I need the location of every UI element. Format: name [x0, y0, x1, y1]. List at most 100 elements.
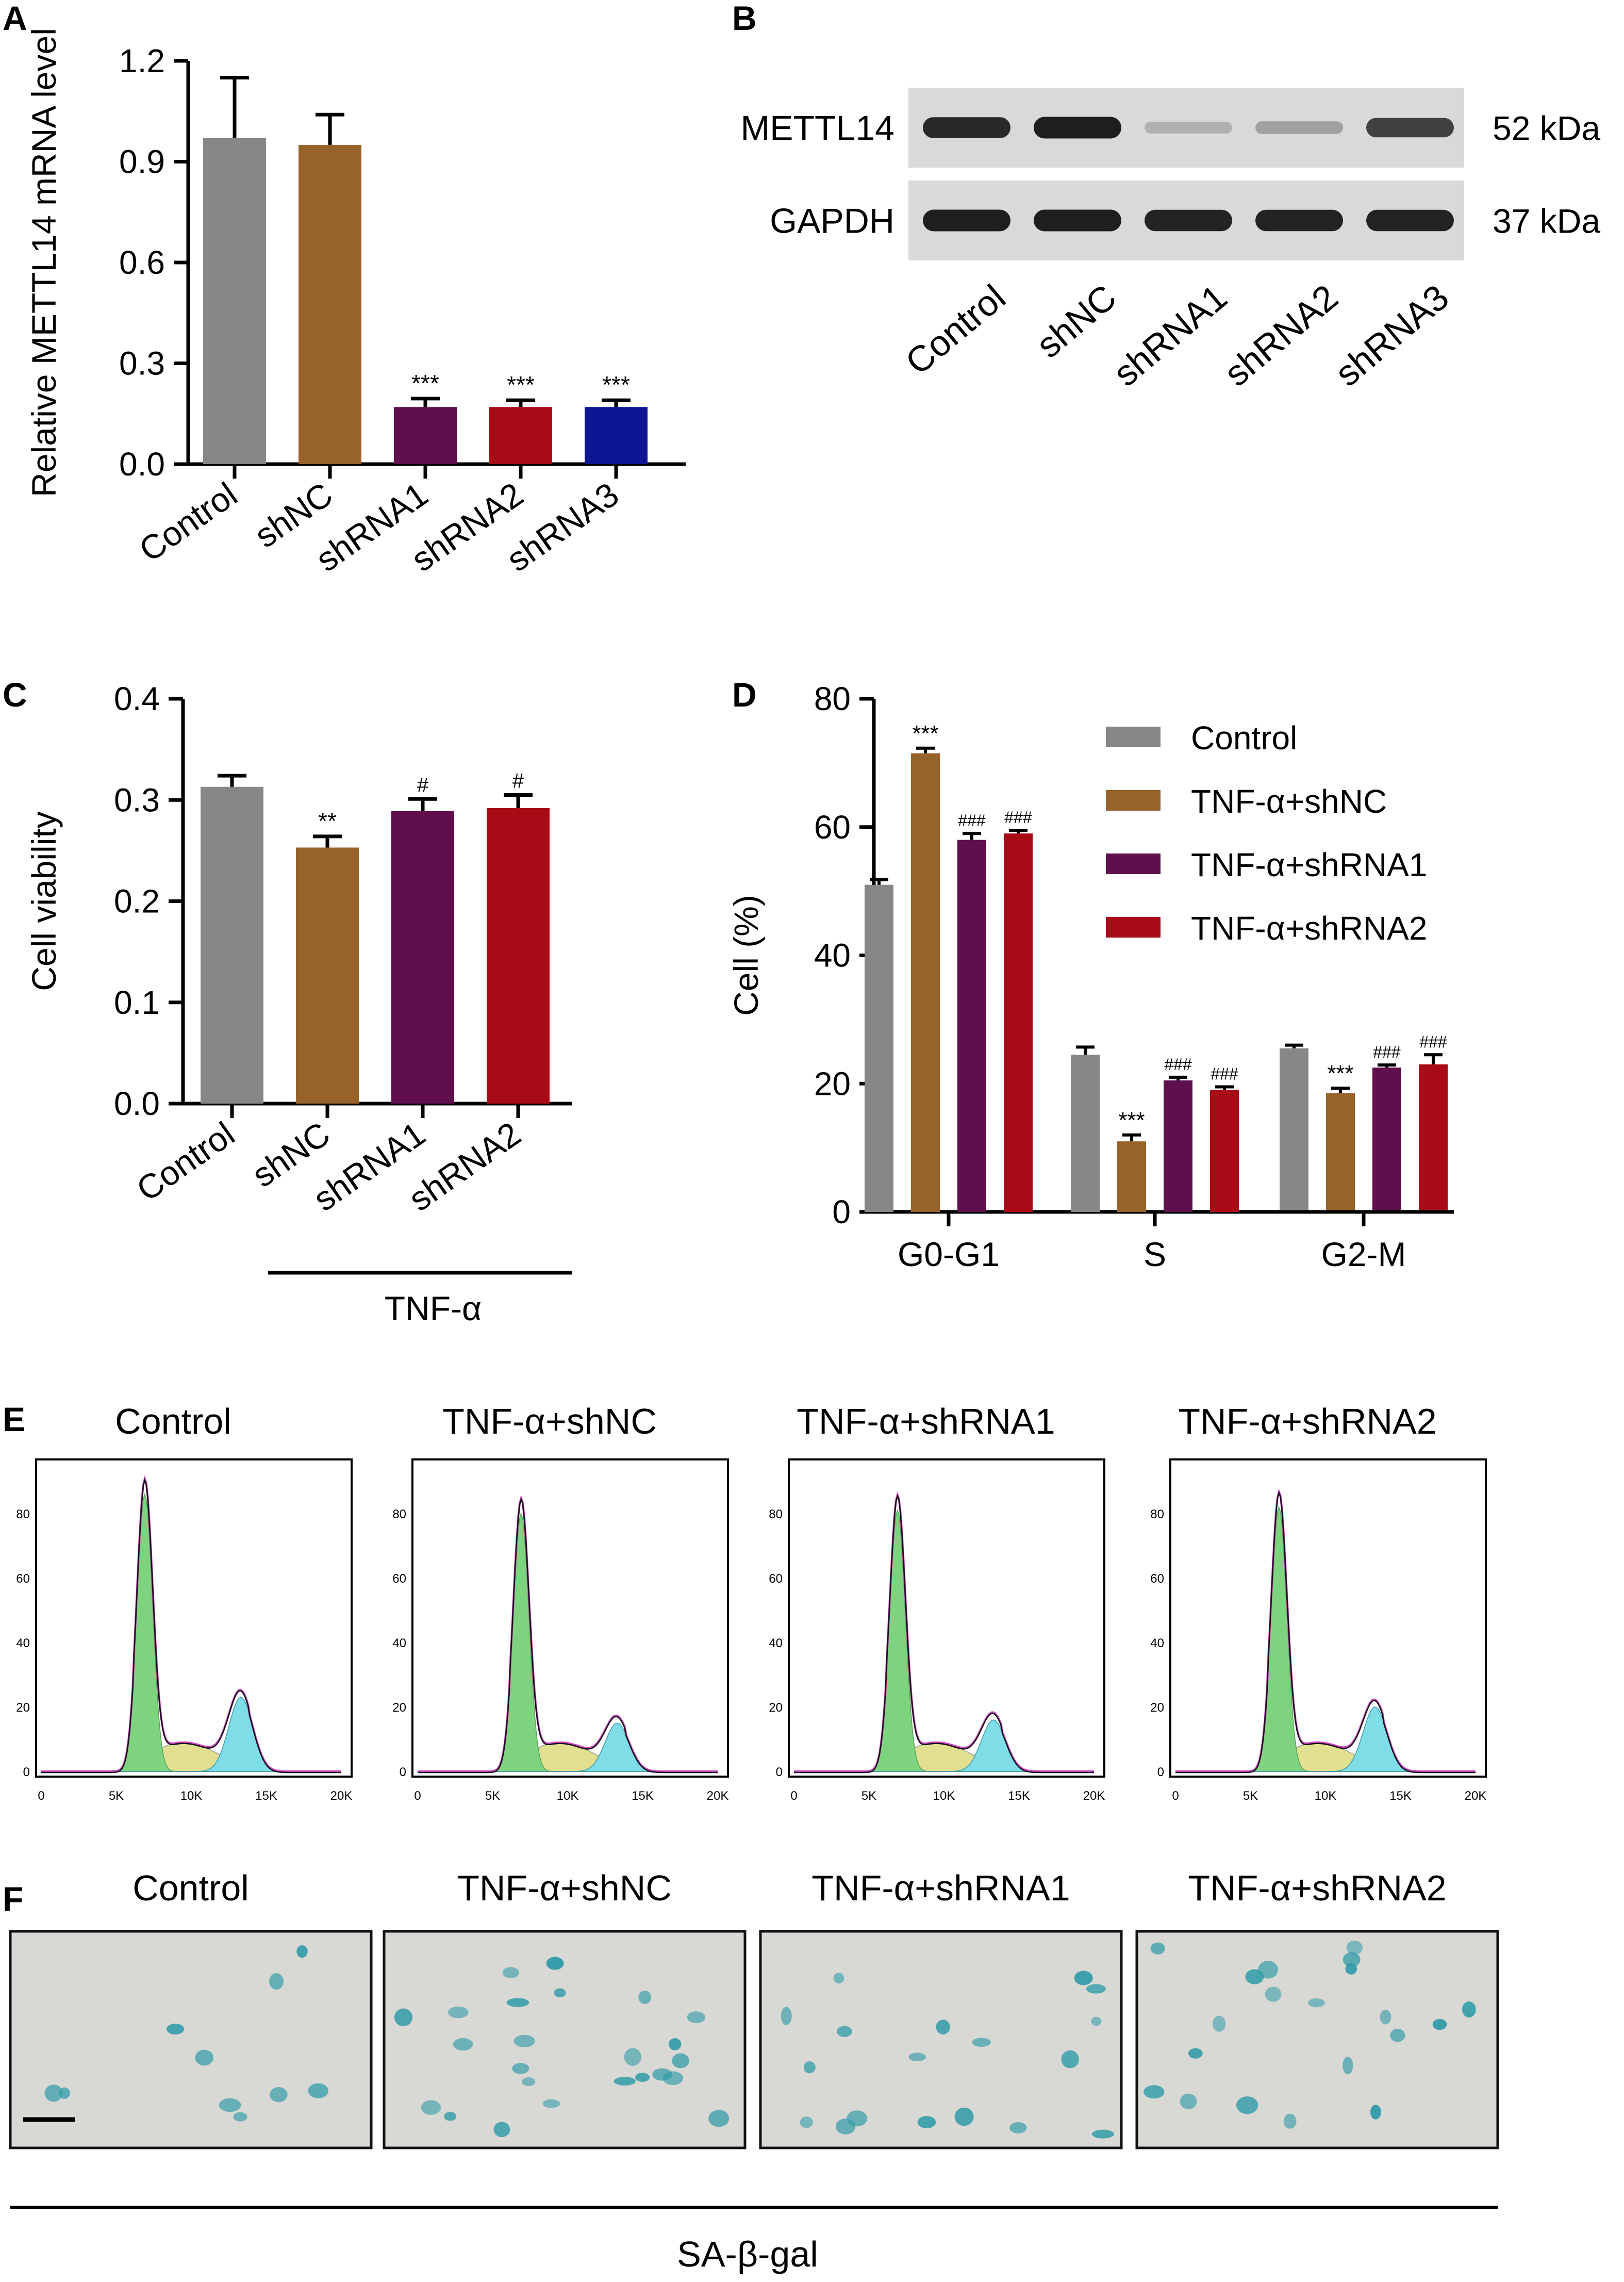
chart-a-mrna: 0.0 0.3 0.6 0.9 1.2 Relative METTL14 mRNA lev… — [25, 28, 686, 579]
stained-cell — [1380, 2010, 1391, 2025]
stained-cell — [1390, 2028, 1405, 2042]
bar — [299, 144, 361, 465]
histogram-x-tick: 10K — [933, 1789, 955, 1803]
significance-label: ### — [1004, 808, 1032, 827]
histogram-y-tick: 60 — [769, 1572, 783, 1586]
y-tick-label: 0.3 — [119, 345, 165, 382]
histogram-x-tick: 15K — [255, 1789, 277, 1803]
histogram-x-tick: 0 — [790, 1789, 797, 1803]
bar — [296, 847, 359, 1104]
histogram-x-tick: 10K — [180, 1789, 203, 1803]
y-tick-label: 0.6 — [119, 244, 165, 281]
histogram-fit-line — [41, 1475, 341, 1772]
y-tick-label: 0.1 — [114, 984, 160, 1021]
stained-cell — [1236, 2096, 1258, 2114]
panel-label-d: D — [732, 676, 757, 714]
legend-swatch — [1106, 917, 1161, 938]
significance-label: ### — [1164, 1055, 1192, 1074]
stained-cell — [936, 2020, 950, 2035]
legend-label: TNF-α+shNC — [1191, 783, 1387, 820]
blot-band — [1145, 209, 1232, 232]
stain-title: Control — [132, 1868, 249, 1908]
histogram-y-tick: 0 — [23, 1765, 30, 1779]
stained-cell — [44, 2084, 63, 2102]
y-tick-label: 0.0 — [119, 446, 165, 483]
histogram-y-tick: 40 — [16, 1636, 30, 1650]
significance-label: ** — [318, 808, 337, 834]
stained-cell — [308, 2083, 328, 2098]
bar — [203, 138, 266, 465]
histogram-y-tick: 0 — [1157, 1765, 1164, 1779]
histogram-x-tick: 20K — [707, 1789, 729, 1803]
histogram-y-tick: 0 — [400, 1765, 406, 1779]
stained-cell — [542, 2099, 560, 2108]
panel-label-a: A — [3, 0, 27, 37]
bar — [585, 407, 648, 464]
blot-lane-label: shRNA2 — [1217, 277, 1346, 394]
histogram-x-tick: 5K — [1243, 1789, 1258, 1803]
histogram-frame — [411, 1458, 729, 1778]
histogram-title: Control — [115, 1401, 231, 1441]
significance-label: ### — [1373, 1043, 1401, 1061]
significance-label: *** — [602, 371, 630, 398]
y-axis-label: Relative METTL14 mRNA level — [25, 28, 63, 497]
histogram-data-line — [1175, 1490, 1476, 1774]
x-tick-label: Control — [132, 475, 244, 569]
stained-cell — [638, 1990, 652, 2005]
y-tick-label: 0 — [832, 1193, 851, 1230]
histogram-x-tick: 5K — [485, 1789, 500, 1803]
histogram-data-line — [794, 1494, 1094, 1774]
stained-cell — [1258, 1961, 1278, 1979]
stained-cell — [837, 2026, 852, 2037]
histogram-y-tick: 80 — [392, 1507, 406, 1521]
blot-band — [923, 209, 1010, 232]
blot-band — [1145, 122, 1232, 134]
blot-band — [1366, 209, 1454, 232]
stain-image-frame — [9, 1930, 373, 2149]
y-tick-label: 60 — [814, 809, 851, 846]
y-tick-label: 0.3 — [114, 781, 160, 818]
stained-cell — [1074, 1971, 1093, 1985]
histogram-title: TNF-α+shNC — [442, 1401, 657, 1441]
bar — [1004, 833, 1033, 1212]
blot-band — [1034, 209, 1121, 232]
histogram-title: TNF-α+shRNA1 — [797, 1401, 1055, 1441]
histogram-x-tick: 5K — [861, 1789, 876, 1803]
histogram-x-tick: 0 — [38, 1789, 44, 1803]
histogram-y-tick: 80 — [16, 1507, 30, 1521]
stain-image-frame — [383, 1930, 747, 2149]
stained-cell — [835, 2119, 856, 2135]
bar — [487, 808, 550, 1104]
y-tick-label: 0.4 — [114, 680, 160, 717]
bar — [1164, 1080, 1192, 1212]
significance-label: # — [512, 769, 524, 792]
bar — [865, 884, 893, 1212]
stained-cell — [421, 2100, 441, 2115]
histogram-y-tick: 0 — [776, 1765, 783, 1779]
blot-lane-label: shNC — [1029, 277, 1123, 366]
y-tick-label: 80 — [814, 680, 851, 717]
blot-row-label: METTL14 — [740, 109, 894, 148]
stained-cell — [448, 2006, 469, 2018]
histogram-y-tick: 80 — [769, 1507, 783, 1521]
histogram-x-tick: 10K — [557, 1789, 579, 1803]
histogram-title: TNF-α+shRNA2 — [1178, 1401, 1436, 1441]
stained-cell — [1346, 1941, 1363, 1955]
stained-cell — [954, 2107, 974, 2126]
stained-cell — [781, 2007, 792, 2025]
stained-cell — [233, 2112, 247, 2122]
y-tick-label: 0.9 — [119, 143, 165, 180]
histogram-x-tick: 5K — [109, 1789, 124, 1803]
significance-label: *** — [1327, 1061, 1353, 1086]
histogram-x-tick: 15K — [1008, 1789, 1030, 1803]
stained-cell — [708, 2110, 730, 2127]
histogram-x-tick: 0 — [414, 1789, 421, 1803]
bar — [911, 753, 940, 1212]
blot-kda-label: 52 kDa — [1493, 109, 1600, 147]
legend-swatch — [1106, 727, 1161, 747]
histogram-y-tick: 20 — [16, 1701, 30, 1715]
significance-label: *** — [912, 721, 938, 746]
histogram-frame — [788, 1458, 1105, 1778]
